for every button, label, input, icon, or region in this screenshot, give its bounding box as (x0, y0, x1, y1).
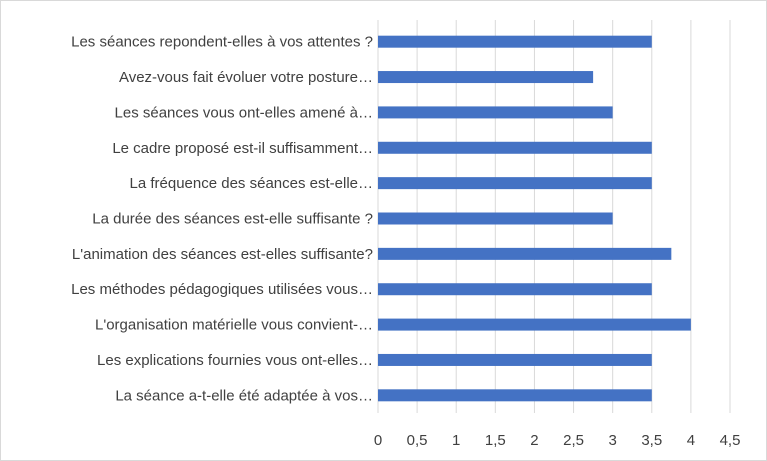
x-tick-label: 1 (452, 432, 460, 449)
x-tick-labels: 0 0,5 1 1,5 2 2,5 3 3,5 4 4,5 (374, 432, 741, 449)
x-tick-label: 0 (374, 432, 382, 449)
x-tick-label: 1,5 (485, 432, 506, 449)
x-tick-label: 2,5 (563, 432, 584, 449)
bar (378, 389, 652, 402)
bar (378, 283, 652, 296)
category-label: Les séances vous ont-elles amené à… (115, 104, 373, 121)
category-label: La fréquence des séances est-elle… (130, 175, 373, 192)
category-labels: Les séances repondent-elles à vos attent… (71, 34, 373, 405)
bar (378, 177, 652, 190)
x-tick-label: 4,5 (720, 432, 741, 449)
category-label: Avez-vous fait évoluer votre posture… (119, 69, 373, 86)
category-label: La durée des séances est-elle suffisante… (92, 211, 373, 228)
category-label: Les méthodes pédagogiques utilisées vous… (71, 281, 373, 298)
x-tick-label: 3 (608, 432, 616, 449)
x-tick-label: 4 (687, 432, 695, 449)
bar (378, 141, 652, 154)
bar (378, 318, 691, 331)
category-label: Les séances repondent-elles à vos attent… (71, 34, 373, 51)
x-tick-label: 2 (530, 432, 538, 449)
bar (378, 35, 652, 48)
bar (378, 106, 613, 119)
x-tick-label: 3,5 (641, 432, 662, 449)
category-label: La séance a-t-elle été adaptée à vos… (115, 387, 373, 404)
category-label: L'organisation matérielle vous convient-… (95, 317, 373, 334)
category-label: Les explications fournies vous ont-elles… (97, 352, 373, 369)
bar (378, 71, 594, 84)
bars (378, 35, 691, 402)
bar (378, 353, 652, 366)
category-label: Le cadre proposé est-il suffisamment… (112, 140, 373, 157)
x-tick-label: 0,5 (407, 432, 428, 449)
category-label: L'animation des séances est-elles suffis… (72, 246, 373, 263)
bar (378, 212, 613, 225)
bar (378, 247, 672, 260)
